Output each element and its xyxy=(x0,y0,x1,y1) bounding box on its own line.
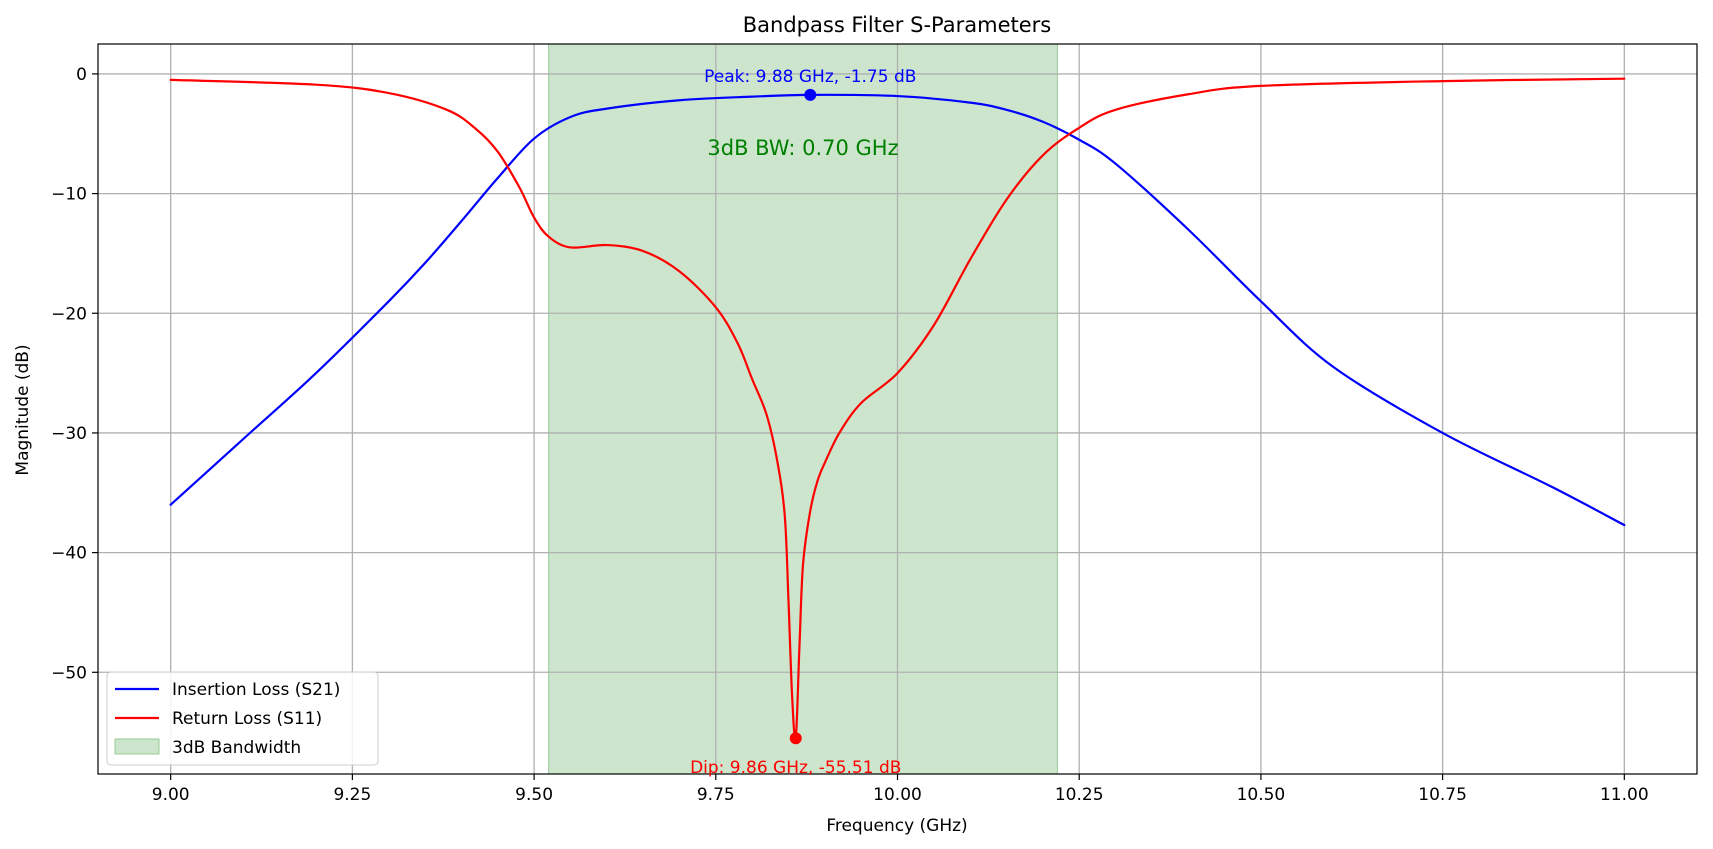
y-tick-label: −20 xyxy=(51,304,87,324)
dip-annotation: Dip: 9.86 GHz, -55.51 dB xyxy=(690,758,901,778)
x-tick-label: 10.00 xyxy=(873,785,922,805)
tick-layer: 9.00 9.25 9.50 9.75 10.00 10.25 10.50 10.75 11.0… xyxy=(51,65,1649,805)
dip-marker xyxy=(789,732,802,745)
series-line-s11 xyxy=(169,77,1626,741)
y-axis-label: Magnitude (dB) xyxy=(13,344,33,475)
legend-frame xyxy=(106,671,379,766)
chart-title: Bandpass Filter S-Parameters xyxy=(743,13,1051,37)
x-axis-label: Frequency (GHz) xyxy=(826,816,967,836)
series-layer xyxy=(169,77,1626,741)
x-tick-label: 9.25 xyxy=(333,785,371,805)
x-tick-label: 9.00 xyxy=(152,785,190,805)
legend: Insertion Loss (S21) Return Loss (S11) 3… xyxy=(106,671,379,766)
peak-annotation: Peak: 9.88 GHz, -1.75 dB xyxy=(704,67,916,87)
x-tick-label: 9.75 xyxy=(697,785,735,805)
x-tick-label: 9.50 xyxy=(515,785,553,805)
x-tick-label: 11.00 xyxy=(1600,785,1649,805)
marker-layer xyxy=(789,88,817,745)
legend-label-band: 3dB Bandwidth xyxy=(172,738,301,758)
y-tick-label: −40 xyxy=(51,544,87,564)
legend-swatch-band xyxy=(114,738,160,755)
grid-layer xyxy=(98,44,1697,774)
y-tick-label: −10 xyxy=(51,185,87,205)
peak-marker xyxy=(804,88,817,101)
legend-label-s21: Insertion Loss (S21) xyxy=(172,680,340,700)
legend-label-s11: Return Loss (S11) xyxy=(172,709,322,729)
series-line-s21 xyxy=(169,93,1626,527)
y-tick-label: −50 xyxy=(51,663,87,683)
bandwidth-band xyxy=(548,43,1058,775)
y-tick-label: −30 xyxy=(51,424,87,444)
x-tick-label: 10.50 xyxy=(1237,785,1286,805)
x-tick-label: 10.75 xyxy=(1418,785,1467,805)
bandwidth-annotation: 3dB BW: 0.70 GHz xyxy=(707,136,898,160)
bandwidth-band-layer xyxy=(548,43,1058,775)
x-tick-label: 10.25 xyxy=(1055,785,1104,805)
y-tick-label: 0 xyxy=(76,65,87,85)
